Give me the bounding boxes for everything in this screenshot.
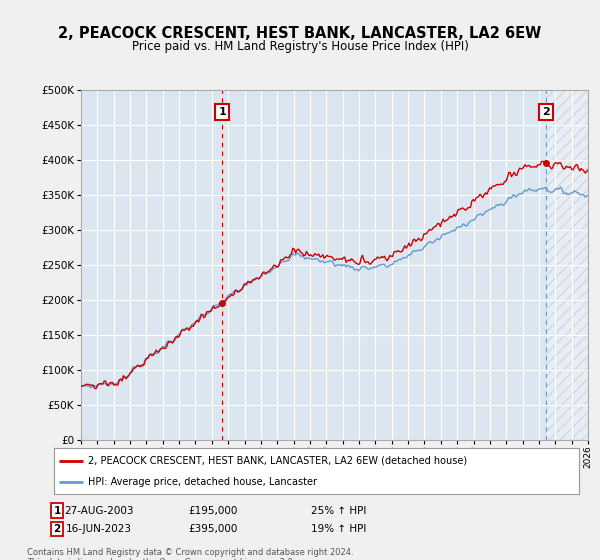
Text: 2, PEACOCK CRESCENT, HEST BANK, LANCASTER, LA2 6EW: 2, PEACOCK CRESCENT, HEST BANK, LANCASTE… xyxy=(58,26,542,41)
Text: Contains HM Land Registry data © Crown copyright and database right 2024.
This d: Contains HM Land Registry data © Crown c… xyxy=(27,548,353,560)
Text: 25% ↑ HPI: 25% ↑ HPI xyxy=(311,506,367,516)
Text: 19% ↑ HPI: 19% ↑ HPI xyxy=(311,524,367,534)
Text: £195,000: £195,000 xyxy=(188,506,238,516)
Text: £395,000: £395,000 xyxy=(188,524,238,534)
Text: Price paid vs. HM Land Registry's House Price Index (HPI): Price paid vs. HM Land Registry's House … xyxy=(131,40,469,53)
Text: 27-AUG-2003: 27-AUG-2003 xyxy=(64,506,134,516)
Text: 2: 2 xyxy=(53,524,61,534)
Text: 1: 1 xyxy=(53,506,61,516)
Text: 2: 2 xyxy=(542,107,550,117)
Text: 1: 1 xyxy=(218,107,226,117)
Text: 2, PEACOCK CRESCENT, HEST BANK, LANCASTER, LA2 6EW (detached house): 2, PEACOCK CRESCENT, HEST BANK, LANCASTE… xyxy=(88,456,467,466)
Text: HPI: Average price, detached house, Lancaster: HPI: Average price, detached house, Lanc… xyxy=(88,478,317,487)
Text: 16-JUN-2023: 16-JUN-2023 xyxy=(66,524,132,534)
